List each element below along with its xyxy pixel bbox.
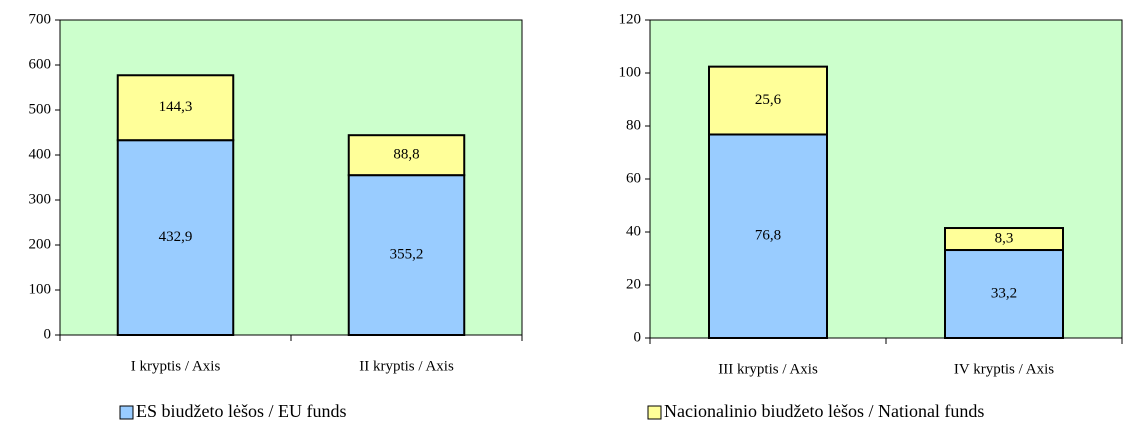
y-tick-label: 20 <box>626 276 641 292</box>
data-label: 33,2 <box>991 285 1017 301</box>
y-tick-label: 300 <box>29 191 52 207</box>
y-tick-label: 80 <box>626 117 641 133</box>
legend-label: ES biudžeto lėšos / EU funds <box>136 401 346 421</box>
bar-segment <box>708 65 828 136</box>
legend-swatch <box>647 405 662 420</box>
y-tick-label: 40 <box>626 223 641 239</box>
x-tick-label: IV kryptis / Axis <box>954 361 1054 377</box>
bar-segment <box>347 134 466 177</box>
y-tick-label: 60 <box>626 170 641 186</box>
y-tick-label: 500 <box>29 101 52 117</box>
bar-segment <box>944 249 1064 340</box>
data-label: 88,8 <box>393 147 419 163</box>
y-tick-label: 600 <box>29 56 52 72</box>
data-label: 25,6 <box>755 92 782 108</box>
legend-swatch <box>119 405 134 420</box>
y-tick-label: 120 <box>619 11 642 27</box>
data-label: 355,2 <box>390 247 424 263</box>
legend-label: Nacionalinio biudžeto lėšos / National f… <box>664 401 984 421</box>
y-tick-label: 200 <box>29 236 52 252</box>
bar-segment <box>116 74 235 142</box>
y-tick-label: 100 <box>619 64 642 80</box>
x-tick-label: III kryptis / Axis <box>718 361 818 377</box>
data-label: 8,3 <box>995 230 1014 246</box>
bar-segment <box>944 227 1064 252</box>
y-tick-label: 100 <box>29 281 52 297</box>
y-tick-label: 0 <box>634 329 642 345</box>
y-tick-label: 0 <box>44 326 52 342</box>
bar-segment <box>347 174 466 336</box>
x-tick-label: I kryptis / Axis <box>131 358 221 374</box>
data-label: 144,3 <box>159 99 193 115</box>
data-label: 432,9 <box>159 229 193 245</box>
y-tick-label: 400 <box>29 146 52 162</box>
x-tick-label: II kryptis / Axis <box>359 358 454 374</box>
y-tick-label: 700 <box>29 11 52 27</box>
data-label: 76,8 <box>755 228 781 244</box>
bar-segment <box>708 133 828 339</box>
bar-segment <box>116 139 235 336</box>
